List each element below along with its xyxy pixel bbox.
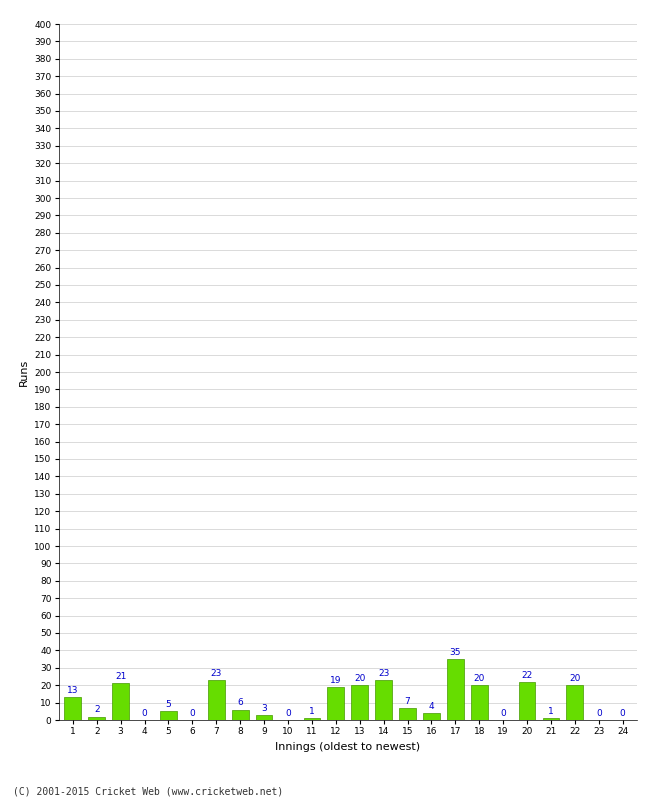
- Text: 20: 20: [569, 674, 580, 683]
- Bar: [352, 685, 368, 720]
- Text: 20: 20: [474, 674, 485, 683]
- X-axis label: Innings (oldest to newest): Innings (oldest to newest): [275, 742, 421, 751]
- Bar: [375, 680, 392, 720]
- Text: 23: 23: [211, 669, 222, 678]
- Text: 3: 3: [261, 704, 267, 713]
- Text: 4: 4: [428, 702, 434, 711]
- Text: 0: 0: [500, 709, 506, 718]
- Bar: [112, 683, 129, 720]
- Text: 2: 2: [94, 706, 99, 714]
- Text: 35: 35: [450, 648, 461, 657]
- Bar: [232, 710, 248, 720]
- Text: 6: 6: [237, 698, 243, 707]
- Bar: [88, 717, 105, 720]
- Text: (C) 2001-2015 Cricket Web (www.cricketweb.net): (C) 2001-2015 Cricket Web (www.cricketwe…: [13, 786, 283, 796]
- Text: 20: 20: [354, 674, 365, 683]
- Bar: [423, 713, 440, 720]
- Bar: [304, 718, 320, 720]
- Y-axis label: Runs: Runs: [19, 358, 29, 386]
- Text: 0: 0: [620, 709, 625, 718]
- Text: 22: 22: [521, 670, 532, 680]
- Bar: [567, 685, 583, 720]
- Bar: [328, 687, 344, 720]
- Bar: [519, 682, 536, 720]
- Bar: [471, 685, 488, 720]
- Bar: [399, 708, 416, 720]
- Bar: [447, 659, 463, 720]
- Text: 19: 19: [330, 676, 341, 685]
- Bar: [160, 711, 177, 720]
- Bar: [64, 698, 81, 720]
- Text: 21: 21: [115, 672, 126, 682]
- Text: 1: 1: [309, 707, 315, 716]
- Text: 0: 0: [285, 709, 291, 718]
- Bar: [543, 718, 559, 720]
- Text: 0: 0: [142, 709, 148, 718]
- Bar: [208, 680, 225, 720]
- Text: 0: 0: [596, 709, 602, 718]
- Text: 1: 1: [548, 707, 554, 716]
- Text: 13: 13: [67, 686, 79, 695]
- Text: 5: 5: [166, 700, 172, 710]
- Bar: [255, 714, 272, 720]
- Text: 7: 7: [405, 697, 410, 706]
- Text: 0: 0: [190, 709, 195, 718]
- Text: 23: 23: [378, 669, 389, 678]
